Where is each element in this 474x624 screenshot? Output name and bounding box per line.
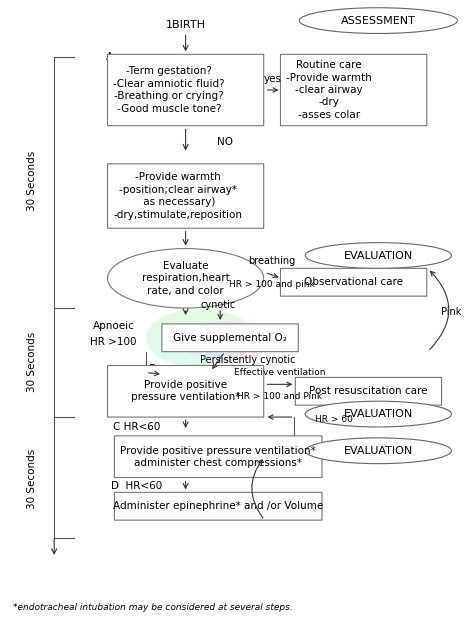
- Ellipse shape: [305, 243, 451, 268]
- FancyBboxPatch shape: [295, 378, 442, 405]
- Text: *endotracheal intubation may be considered at several steps.: *endotracheal intubation may be consider…: [13, 603, 292, 612]
- Text: cynotic: cynotic: [201, 300, 236, 310]
- Text: EVALUATION: EVALUATION: [344, 250, 413, 260]
- Text: Evaluate
respiration,heart
rate, and color: Evaluate respiration,heart rate, and col…: [142, 261, 229, 296]
- Text: Apnoeic: Apnoeic: [92, 321, 135, 331]
- Text: HR > 60: HR > 60: [315, 414, 353, 424]
- Text: HR > 100 and pink: HR > 100 and pink: [229, 280, 314, 290]
- Text: Persistently cynotic: Persistently cynotic: [200, 354, 296, 364]
- Text: Provide positive pressure ventilation*
administer chest compressions*: Provide positive pressure ventilation* a…: [120, 446, 316, 468]
- Text: ASSESSMENT: ASSESSMENT: [341, 16, 416, 26]
- Ellipse shape: [108, 248, 264, 308]
- Text: Routine care
-Provide warmth
-clear airway
-dry
-asses colar: Routine care -Provide warmth -clear airw…: [286, 60, 372, 120]
- FancyBboxPatch shape: [114, 492, 322, 520]
- Text: C HR<60: C HR<60: [112, 422, 160, 432]
- FancyBboxPatch shape: [108, 366, 264, 417]
- Ellipse shape: [151, 329, 230, 366]
- Text: B: B: [149, 364, 157, 374]
- FancyBboxPatch shape: [114, 436, 322, 477]
- Text: -Provide warmth
-position;clear airway*
 as necessary)
-dry,stimulate,reposition: -Provide warmth -position;clear airway* …: [113, 172, 243, 220]
- FancyBboxPatch shape: [108, 54, 264, 125]
- Text: 30 Seconds: 30 Seconds: [27, 151, 37, 212]
- FancyBboxPatch shape: [162, 324, 298, 352]
- Ellipse shape: [146, 309, 255, 366]
- FancyBboxPatch shape: [281, 54, 427, 125]
- Text: yes: yes: [264, 74, 282, 84]
- Ellipse shape: [305, 438, 451, 464]
- Text: EVALUATION: EVALUATION: [344, 409, 413, 419]
- Text: HR >100: HR >100: [90, 337, 137, 347]
- Text: Give supplemental O₂: Give supplemental O₂: [173, 333, 287, 343]
- Text: Effective ventilation: Effective ventilation: [234, 368, 325, 378]
- Text: 30 Seconds: 30 Seconds: [27, 449, 37, 509]
- Text: 30 Seconds: 30 Seconds: [27, 331, 37, 392]
- FancyBboxPatch shape: [281, 268, 427, 296]
- Text: 1BIRTH: 1BIRTH: [165, 19, 206, 29]
- Text: Administer epinephrine* and /or Volume: Administer epinephrine* and /or Volume: [113, 501, 323, 511]
- Text: NO: NO: [217, 137, 233, 147]
- Ellipse shape: [299, 7, 457, 34]
- Text: HR > 100 and Pink: HR > 100 and Pink: [237, 392, 322, 401]
- Ellipse shape: [181, 321, 270, 363]
- Text: EVALUATION: EVALUATION: [344, 446, 413, 456]
- FancyBboxPatch shape: [108, 164, 264, 228]
- Text: D  HR<60: D HR<60: [110, 482, 162, 492]
- Text: Observational care: Observational care: [304, 277, 403, 287]
- Text: Pink: Pink: [441, 307, 462, 317]
- Text: -Term gestation?
-Clear amniotic fluid?
-Breathing or crying?
-Good muscle tone?: -Term gestation? -Clear amniotic fluid? …: [113, 66, 225, 114]
- Ellipse shape: [305, 401, 451, 427]
- Text: Post resuscitation care: Post resuscitation care: [309, 386, 428, 396]
- Text: A: A: [106, 52, 113, 62]
- Text: Provide positive
pressure ventilation*: Provide positive pressure ventilation*: [131, 380, 240, 402]
- Text: breathing: breathing: [248, 256, 295, 266]
